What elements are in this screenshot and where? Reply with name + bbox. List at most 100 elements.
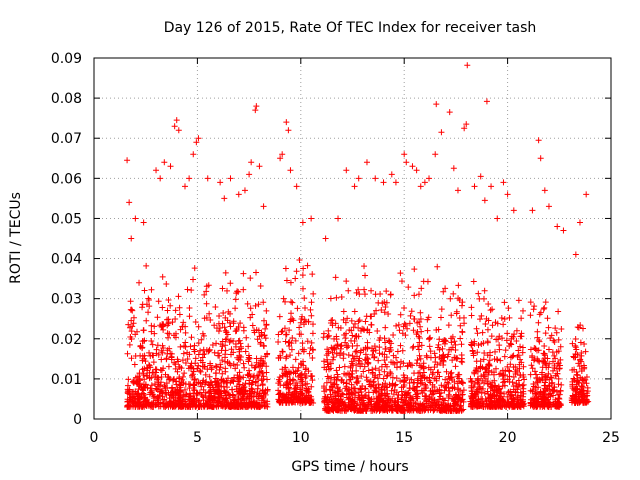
data-point xyxy=(355,357,362,364)
data-point xyxy=(407,312,414,319)
data-point xyxy=(384,384,391,391)
data-point xyxy=(572,251,579,258)
data-point xyxy=(335,392,342,399)
data-point xyxy=(490,391,497,398)
data-point xyxy=(381,395,388,402)
data-point xyxy=(494,320,501,327)
data-point xyxy=(128,394,135,401)
data-point xyxy=(569,367,576,374)
data-point xyxy=(384,393,391,400)
data-point xyxy=(459,380,466,387)
data-point xyxy=(145,309,152,316)
data-point xyxy=(223,336,230,343)
data-point xyxy=(519,382,526,389)
data-point xyxy=(358,395,365,402)
data-point xyxy=(401,381,408,388)
data-point xyxy=(177,343,184,350)
data-point xyxy=(155,298,162,305)
data-point xyxy=(247,373,254,380)
data-point xyxy=(488,183,495,190)
data-point xyxy=(463,121,470,128)
data-point xyxy=(527,399,534,406)
data-point xyxy=(277,155,284,162)
data-point xyxy=(555,308,562,315)
data-point xyxy=(386,348,393,355)
data-point xyxy=(301,317,308,324)
data-point xyxy=(147,385,154,392)
data-point xyxy=(471,183,478,190)
data-point xyxy=(521,376,528,383)
data-point xyxy=(193,139,200,146)
data-point xyxy=(167,163,174,170)
data-point xyxy=(529,365,536,372)
data-point xyxy=(351,338,358,345)
data-point xyxy=(226,319,233,326)
data-point xyxy=(576,363,583,370)
data-point xyxy=(331,390,338,397)
data-point xyxy=(248,362,255,369)
data-point xyxy=(484,338,491,345)
data-point xyxy=(487,307,494,314)
data-point xyxy=(173,381,180,388)
data-point xyxy=(159,390,166,397)
data-point xyxy=(416,352,423,359)
data-point xyxy=(460,387,467,394)
data-point xyxy=(397,363,404,370)
data-point xyxy=(542,372,549,379)
data-point xyxy=(411,266,418,273)
data-point xyxy=(532,345,539,352)
data-point xyxy=(336,364,343,371)
data-point xyxy=(577,339,584,346)
data-point xyxy=(440,362,447,369)
data-point xyxy=(572,336,579,343)
data-point xyxy=(148,382,155,389)
data-point xyxy=(352,390,359,397)
data-point xyxy=(240,286,247,293)
data-point xyxy=(510,207,517,214)
data-point xyxy=(413,360,420,367)
data-point xyxy=(421,381,428,388)
data-point xyxy=(124,157,131,164)
data-point xyxy=(241,187,248,194)
data-point xyxy=(371,343,378,350)
data-point xyxy=(452,341,459,348)
data-point xyxy=(358,373,365,380)
data-point xyxy=(299,285,306,292)
data-point xyxy=(365,367,372,374)
data-point xyxy=(487,397,494,404)
data-point xyxy=(207,360,214,367)
data-point xyxy=(275,391,282,398)
data-point xyxy=(533,402,540,409)
data-point xyxy=(510,374,517,381)
data-point xyxy=(220,395,227,402)
data-point xyxy=(232,340,239,347)
data-point xyxy=(489,322,496,329)
data-point xyxy=(541,358,548,365)
data-point xyxy=(519,344,526,351)
data-point xyxy=(256,390,263,397)
data-point xyxy=(246,377,253,384)
data-point xyxy=(188,334,195,341)
data-point xyxy=(200,386,207,393)
data-point xyxy=(474,349,481,356)
data-point xyxy=(130,314,137,321)
data-point xyxy=(546,391,553,398)
data-point xyxy=(555,336,562,343)
data-point xyxy=(220,309,227,316)
data-point xyxy=(165,403,172,410)
data-point xyxy=(355,175,362,182)
data-point xyxy=(582,376,589,383)
data-point xyxy=(159,349,166,356)
data-point xyxy=(298,389,305,396)
data-point xyxy=(445,351,452,358)
data-point xyxy=(552,372,559,379)
data-point xyxy=(296,331,303,338)
data-point xyxy=(331,380,338,387)
data-point xyxy=(333,294,340,301)
data-point xyxy=(473,388,480,395)
x-tick-label: 20 xyxy=(499,430,517,446)
data-point xyxy=(290,395,297,402)
data-point xyxy=(286,399,293,406)
data-point xyxy=(181,183,188,190)
data-point xyxy=(325,332,332,339)
